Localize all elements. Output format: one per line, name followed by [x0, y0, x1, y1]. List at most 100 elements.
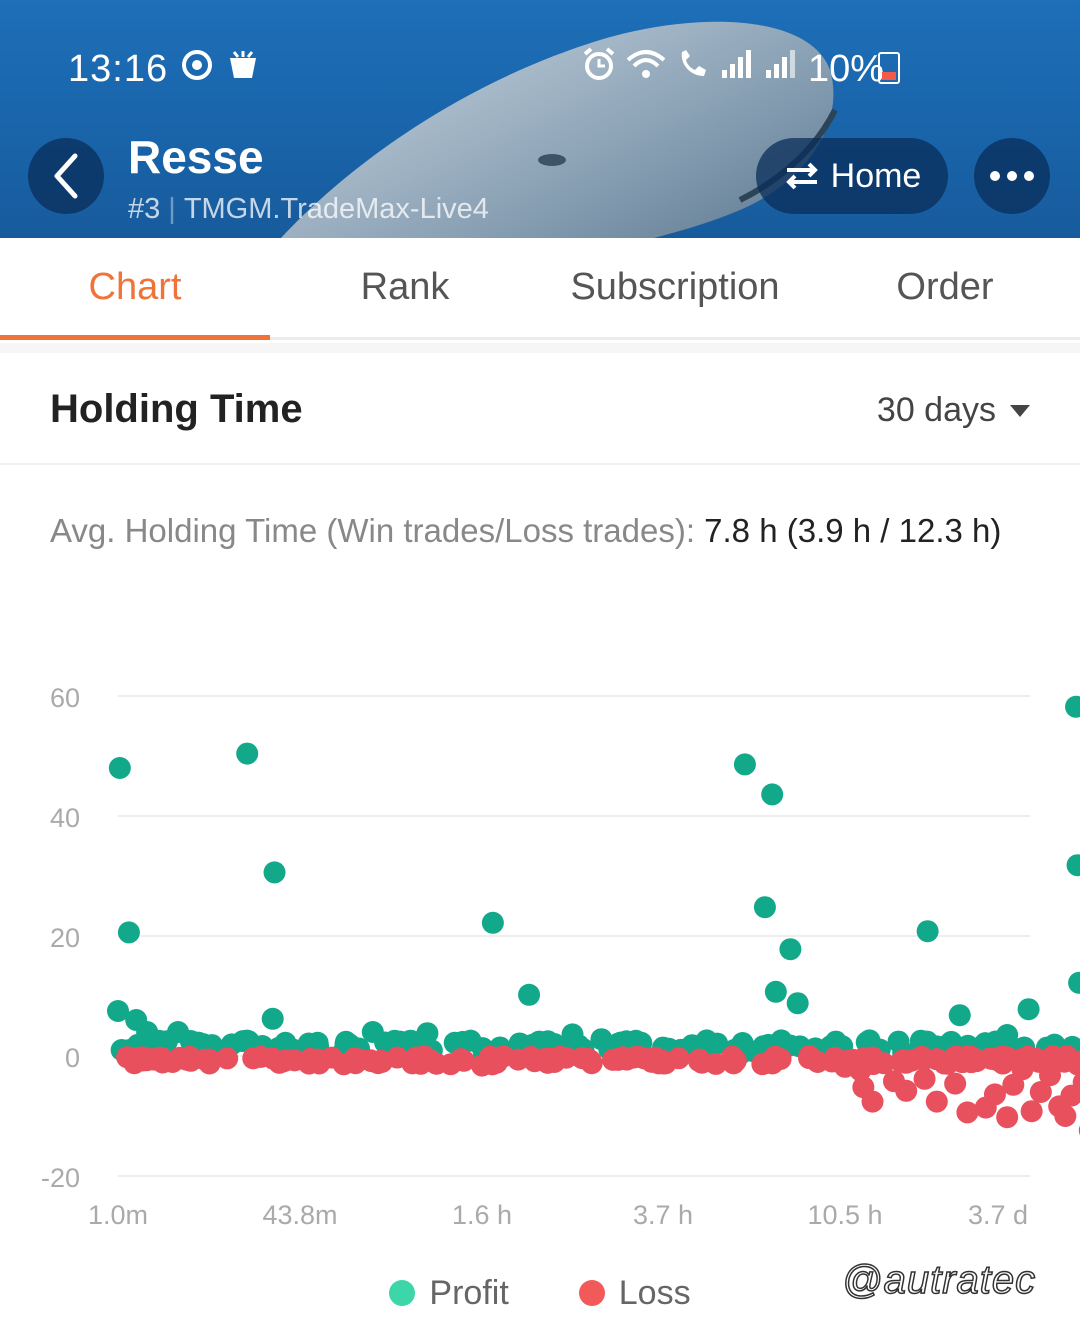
- profit-point: [858, 1029, 881, 1052]
- range-dropdown[interactable]: 30 days: [877, 391, 1030, 430]
- profit-point: [361, 1021, 384, 1043]
- loss-point: [471, 1054, 493, 1077]
- tab-chart[interactable]: Chart: [0, 238, 270, 340]
- loss-point: [895, 1079, 918, 1102]
- watermark: @autratec: [841, 1257, 1037, 1303]
- tab-order[interactable]: Order: [896, 266, 994, 308]
- loss-point: [913, 1067, 936, 1090]
- legend-profit[interactable]: Profit: [389, 1268, 509, 1318]
- home-button-label: Home: [830, 156, 922, 195]
- loss-point: [1039, 1064, 1062, 1087]
- loss-point: [1054, 1105, 1077, 1127]
- profit-point: [518, 983, 541, 1006]
- back-button[interactable]: [28, 138, 104, 214]
- profit-point: [108, 757, 131, 779]
- profit-point: [107, 1000, 129, 1022]
- loss-point: [543, 1051, 566, 1073]
- range-value: 30 days: [876, 391, 996, 429]
- profit-point: [753, 896, 776, 919]
- signal-roaming-icon: [766, 50, 795, 78]
- y-tick-label: 40: [50, 803, 80, 833]
- loss-point: [761, 1052, 784, 1075]
- more-dots-icon: [990, 171, 1000, 181]
- summary-value: 7.8 h (3.9 h / 12.3 h): [704, 512, 1002, 549]
- profit-point: [996, 1024, 1019, 1046]
- profit-point: [1066, 854, 1080, 877]
- wifi-icon: [626, 50, 666, 78]
- status-time: 13:16: [68, 48, 169, 90]
- loss-point: [343, 1047, 366, 1070]
- battery-icon: [878, 52, 900, 84]
- loss-point: [1060, 1084, 1080, 1107]
- profit-point: [117, 921, 140, 944]
- more-options-button[interactable]: [974, 138, 1050, 214]
- loss-point: [370, 1051, 393, 1073]
- loss-point: [161, 1051, 184, 1073]
- x-tick-label: 1.0m: [88, 1200, 148, 1230]
- profit-point: [263, 861, 286, 884]
- profit-point: [948, 1004, 971, 1027]
- alarm-icon: [583, 47, 615, 80]
- loss-point: [143, 1048, 166, 1071]
- x-tick-label: 1.6 h: [452, 1200, 512, 1230]
- loss-point: [123, 1052, 146, 1075]
- x-tick-label: 43.8m: [262, 1200, 337, 1230]
- loss-point: [652, 1049, 674, 1072]
- profit-point: [261, 1007, 284, 1030]
- page-title: Resse: [128, 131, 264, 183]
- loss-point: [216, 1047, 239, 1070]
- loss-point: [724, 1049, 747, 1072]
- sync-icon: [182, 50, 212, 80]
- loss-point: [179, 1049, 202, 1072]
- profit-point: [236, 742, 259, 765]
- loss-point: [307, 1048, 330, 1071]
- y-tick-label: 60: [50, 683, 80, 713]
- profit-point: [1068, 971, 1080, 994]
- legend-loss[interactable]: Loss: [578, 1268, 691, 1318]
- home-button[interactable]: Home: [756, 138, 948, 214]
- tab-rank[interactable]: Rank: [360, 266, 450, 308]
- section-title: Holding Time: [50, 387, 303, 431]
- caret-down-icon: [1010, 404, 1030, 417]
- tab-subscription[interactable]: Subscription: [570, 266, 780, 308]
- summary-label: Avg. Holding Time (Win trades/Loss trade…: [50, 512, 695, 549]
- loss-point: [991, 1045, 1014, 1068]
- holding-time-summary: Avg. Holding Time (Win trades/Loss trade…: [50, 508, 1040, 554]
- loss-point: [242, 1047, 265, 1070]
- tab-bar: Chart Rank Subscription Order: [0, 238, 1080, 340]
- loss-point: [956, 1101, 979, 1124]
- profit-point: [1017, 998, 1040, 1021]
- profit-point: [779, 938, 802, 961]
- status-bar: 13:16 10%: [0, 40, 1080, 96]
- x-tick-label: 3.7 d: [968, 1200, 1028, 1230]
- y-tick-label: 0: [65, 1043, 80, 1073]
- loss-point: [452, 1049, 475, 1072]
- loss-point: [892, 1049, 915, 1072]
- chart-legend: Profit Loss: [0, 1268, 1080, 1318]
- loss-point: [615, 1048, 638, 1071]
- battery-percent: 10%: [808, 48, 885, 90]
- profit-point: [416, 1022, 439, 1045]
- loss-point: [261, 1047, 284, 1070]
- loss-point: [925, 1090, 948, 1113]
- loss-point: [1011, 1058, 1034, 1081]
- swap-icon: [785, 162, 818, 190]
- loss-point: [861, 1090, 884, 1113]
- chevron-left-icon: [54, 153, 78, 199]
- server-name: TMGM.TradeMax-Live4: [183, 193, 489, 225]
- header-banner: 13:16 10% Resse #3 | TMGM.TradeMax-Live4 H…: [0, 0, 1080, 238]
- profit-point: [1065, 695, 1080, 718]
- profit-point: [274, 1031, 297, 1054]
- loss-point: [507, 1048, 530, 1071]
- loss-point: [688, 1048, 711, 1071]
- profit-point: [590, 1028, 613, 1051]
- rank-tag: #3: [128, 193, 161, 225]
- section-header: Holding Time 30 days: [0, 353, 1080, 465]
- loss-point: [1020, 1100, 1043, 1123]
- loss-point: [806, 1051, 829, 1073]
- profit-point: [887, 1030, 910, 1053]
- loss-point: [933, 1052, 956, 1075]
- y-tick-label: -20: [41, 1163, 80, 1193]
- profit-point: [695, 1029, 718, 1052]
- profit-point: [179, 1030, 202, 1052]
